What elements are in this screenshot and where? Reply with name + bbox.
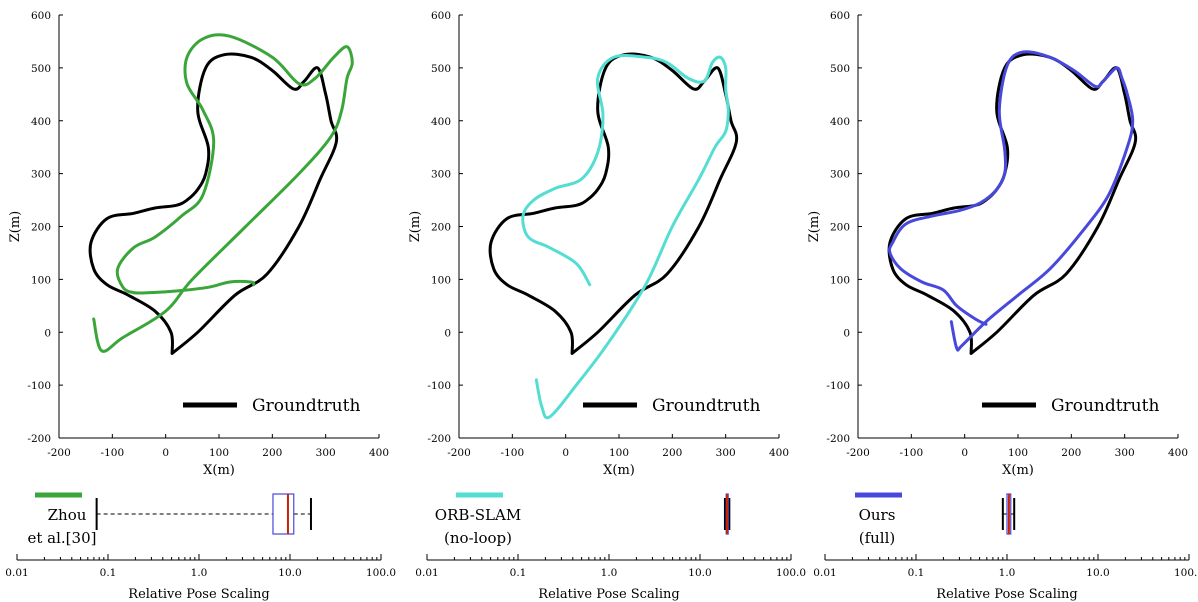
y-tick-label: -200: [427, 433, 451, 445]
y-tick-label: 0: [843, 327, 850, 339]
x-tick-label: 1.0: [191, 567, 208, 579]
x-tick-label: 200: [262, 447, 282, 459]
x-axis-title: X(m): [1002, 463, 1034, 478]
x-tick-label: -200: [47, 447, 71, 459]
x-axis-title: Relative Pose Scaling: [128, 587, 269, 602]
y-tick-label: 100: [31, 274, 51, 286]
y-axis-title: Z(m): [408, 211, 423, 243]
trajectory-plot-3: -200 -100 0 100 200 300 400 600 500 400 300 200 100 0…: [807, 10, 1188, 478]
method-label-line-1: ORB-SLAM: [435, 506, 521, 524]
x-axis-title: Relative Pose Scaling: [538, 587, 679, 602]
x-tick-label: 300: [716, 447, 736, 459]
x-axis-title: X(m): [603, 463, 635, 478]
x-tick-label: 0: [162, 447, 169, 459]
x-tick-label: 400: [1168, 447, 1188, 459]
x-tick-label: 1.0: [601, 567, 618, 579]
y-tick-label: 200: [31, 222, 51, 234]
x-tick-label: -100: [101, 447, 125, 459]
method-label-line-1: Ours: [859, 506, 896, 524]
x-tick-label: 400: [369, 447, 389, 459]
x-tick-label: 0.01: [5, 567, 28, 579]
groundtruth-line: [488, 52, 739, 355]
y-tick-label: -200: [826, 433, 850, 445]
groundtruth-line: [88, 52, 339, 355]
x-tick-label: 10.0: [278, 567, 301, 579]
y-tick-label: 200: [830, 222, 850, 234]
legend-label-groundtruth: Groundtruth: [652, 396, 760, 416]
y-tick-label: 100: [830, 274, 850, 286]
x-tick-label: 100: [609, 447, 629, 459]
y-tick-label: 400: [431, 116, 451, 128]
x-tick-label: 10.0: [1086, 567, 1109, 579]
x-tick-label: 100.0: [366, 567, 396, 579]
y-tick-label: 400: [31, 116, 51, 128]
method-label-line-1: Zhou: [48, 506, 87, 524]
x-tick-label: 1.0: [999, 567, 1016, 579]
y-tick-label: 300: [431, 169, 451, 181]
x-tick-label: 300: [1115, 447, 1135, 459]
estimate-line: [92, 33, 354, 353]
x-tick-label: 10.0: [688, 567, 711, 579]
x-tick-label: 400: [769, 447, 789, 459]
method-label-line-2: (full): [859, 529, 896, 547]
x-tick-label: 200: [1061, 447, 1081, 459]
y-axis-title: Z(m): [807, 211, 822, 243]
method-label-line-2: et al.[30]: [28, 529, 97, 547]
x-tick-label: 100: [209, 447, 229, 459]
groundtruth-line: [887, 52, 1138, 355]
x-tick-label: 100: [1008, 447, 1028, 459]
y-tick-label: -100: [826, 380, 850, 392]
y-tick-label: 400: [830, 116, 850, 128]
y-tick-label: 300: [830, 169, 850, 181]
y-tick-label: -200: [27, 433, 51, 445]
legend-label-groundtruth: Groundtruth: [252, 396, 360, 416]
y-tick-label: 200: [431, 222, 451, 234]
estimate-line: [887, 50, 1135, 352]
x-tick-label: -200: [447, 447, 471, 459]
x-tick-label: -100: [501, 447, 525, 459]
y-tick-label: 600: [31, 10, 51, 22]
y-tick-label: 300: [31, 169, 51, 181]
iqr-box: [272, 493, 295, 535]
y-tick-label: 600: [431, 10, 451, 22]
x-tick-label: 0: [562, 447, 569, 459]
x-tick-label: -200: [846, 447, 870, 459]
x-axis-title: X(m): [203, 463, 235, 478]
y-tick-label: 0: [44, 327, 51, 339]
x-axis-title: Relative Pose Scaling: [936, 587, 1077, 602]
trajectory-plot-1: -200 -100 0 100 200 300 400 600 500 400 300 200 100 0…: [8, 10, 389, 478]
x-tick-label: 100.0: [1174, 567, 1198, 579]
y-tick-label: 500: [830, 63, 850, 75]
x-tick-label: 0.1: [510, 567, 527, 579]
x-tick-label: 200: [662, 447, 682, 459]
x-tick-label: 100.0: [776, 567, 806, 579]
box-plot-3: 0.01 0.1 1.0 10.0 100.0 Relative Pose Scaling…: [813, 492, 1198, 602]
box-plot-2: 0.01 0.1 1.0 10.0 100.0 Relative Pose Scaling…: [415, 492, 806, 602]
y-tick-label: -100: [27, 380, 51, 392]
x-tick-label: 0.1: [908, 567, 925, 579]
x-tick-label: 0.01: [813, 567, 836, 579]
trajectory-plot-2: -200 -100 0 100 200 300 400 600 500 400 300 200 100 0…: [408, 10, 789, 478]
x-tick-label: 0.1: [100, 567, 117, 579]
y-tick-label: -100: [427, 380, 451, 392]
box-plot-1: 0.01 0.1 1.0 10.0 100.0 Relative Pose Scaling…: [5, 492, 396, 602]
estimate-line: [521, 54, 730, 420]
y-axis-title: Z(m): [8, 211, 23, 243]
x-tick-label: -100: [900, 447, 924, 459]
legend-label-groundtruth: Groundtruth: [1051, 396, 1159, 416]
y-tick-label: 500: [431, 63, 451, 75]
x-tick-label: 0.01: [415, 567, 438, 579]
method-label-line-2: (no-loop): [444, 529, 512, 547]
y-tick-label: 500: [31, 63, 51, 75]
x-tick-label: 300: [316, 447, 336, 459]
y-tick-label: 100: [431, 274, 451, 286]
y-tick-label: 0: [444, 327, 451, 339]
x-tick-label: 0: [961, 447, 968, 459]
y-tick-label: 600: [830, 10, 850, 22]
